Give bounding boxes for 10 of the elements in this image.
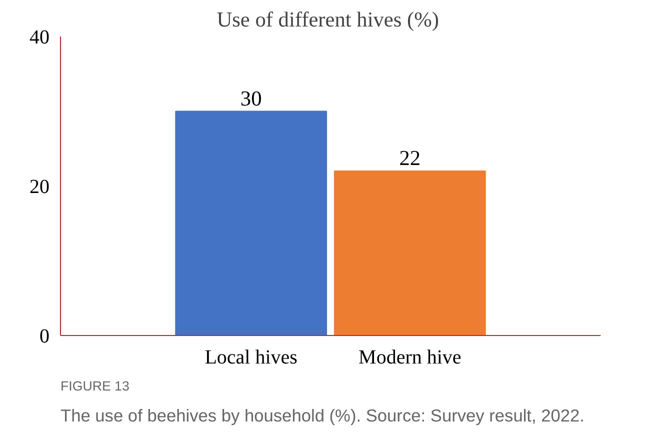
x-tick-label: Local hives (204, 346, 298, 368)
caption: FIGURE 13 (60, 378, 130, 394)
data-label: 30 (240, 86, 262, 110)
y-tick-label: 0 (40, 326, 50, 348)
y-tick-label: 20 (30, 176, 50, 198)
text: The use of beehives by household (%). Source: Survey result, 2022. (60, 406, 584, 426)
data-label: 22 (399, 146, 421, 170)
x-tick-label: Modern hive (358, 346, 462, 368)
chart-title: Use of different hives (%) (216, 8, 439, 32)
y-tick-label: 40 (30, 26, 50, 48)
